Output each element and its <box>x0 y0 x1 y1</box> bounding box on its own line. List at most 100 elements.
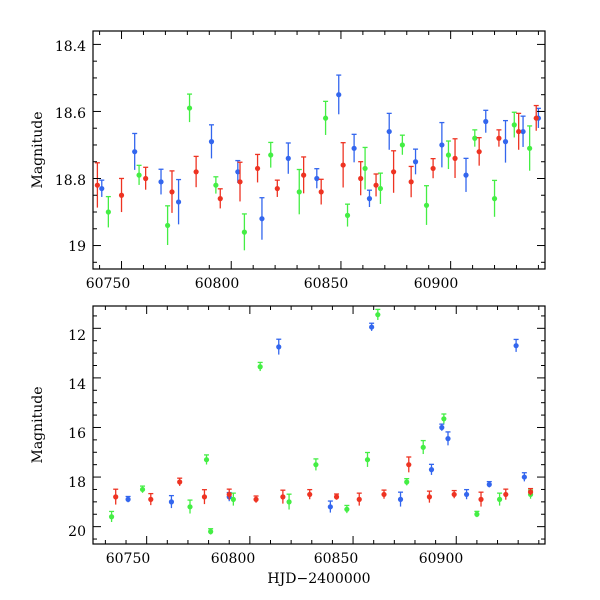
top-point-2-2 <box>143 175 149 182</box>
top-point-0-15 <box>463 172 469 178</box>
top-point-2-8 <box>274 185 280 192</box>
top-point-1-11 <box>377 185 384 192</box>
top-point-0-2 <box>158 179 164 185</box>
top-point-1-12 <box>399 142 405 148</box>
top-point-1-4 <box>213 182 219 188</box>
top-point-1-15 <box>472 135 478 141</box>
bottom-point-0-12 <box>513 343 519 349</box>
bottom-point-0-8 <box>439 424 445 431</box>
top-point-2-3 <box>169 189 175 195</box>
top-point-1-0 <box>105 209 111 215</box>
top-point-2-10 <box>318 189 324 195</box>
top-point-1-8 <box>322 115 329 121</box>
bottom-point-1-12 <box>404 479 410 485</box>
bottom-ytick-label-3: 18 <box>68 475 86 491</box>
top-panel: 60750 60800 60850 60900 18.4 18.6 18.8 1… <box>30 30 546 292</box>
bottom-ytick-label-0: 12 <box>68 328 86 344</box>
top-point-0-16 <box>483 118 489 125</box>
top-point-0-5 <box>235 169 241 175</box>
bottom-point-2-13 <box>451 491 457 498</box>
top-xtick-label-1: 60800 <box>195 276 240 292</box>
bottom-point-1-11 <box>375 312 381 318</box>
top-point-1-16 <box>491 196 498 202</box>
bottom-point-0-9 <box>445 436 451 442</box>
top-point-2-12 <box>358 175 364 182</box>
bottom-point-2-16 <box>527 489 534 495</box>
top-point-1-7 <box>296 189 302 195</box>
top-y-axis-label: Magnitude <box>30 111 46 188</box>
top-ticks <box>93 31 545 269</box>
top-point-2-0 <box>94 182 100 188</box>
top-point-2-21 <box>533 115 539 121</box>
bottom-point-0-5 <box>369 324 375 330</box>
bottom-point-2-6 <box>280 494 286 500</box>
bottom-point-2-4 <box>226 491 232 498</box>
top-point-2-17 <box>452 155 458 161</box>
bottom-xtick-label-3: 60900 <box>419 551 464 567</box>
bottom-panel: 60750 60800 60850 60900 12 14 16 18 20 M… <box>30 305 546 587</box>
bottom-point-2-10 <box>381 491 387 498</box>
top-xtick-label-0: 60750 <box>86 276 131 292</box>
top-xtick-label-2: 60850 <box>304 276 349 292</box>
top-point-0-13 <box>412 159 419 165</box>
top-point-0-10 <box>351 145 357 151</box>
bottom-point-1-9 <box>344 506 350 512</box>
bottom-ytick-label-2: 16 <box>68 426 86 442</box>
bottom-point-2-12 <box>426 494 433 500</box>
bottom-point-0-10 <box>463 491 470 498</box>
top-point-2-13 <box>373 182 379 188</box>
bottom-point-1-2 <box>187 504 193 510</box>
top-point-0-3 <box>175 199 182 205</box>
top-point-2-15 <box>408 179 414 185</box>
top-point-1-3 <box>186 105 193 111</box>
bottom-plot-frame <box>92 305 546 545</box>
top-point-2-9 <box>301 172 307 178</box>
bottom-point-1-14 <box>441 416 447 422</box>
top-point-0-11 <box>366 196 373 202</box>
bottom-y-axis-label: Magnitude <box>30 386 46 463</box>
bottom-point-2-3 <box>201 494 208 500</box>
bottom-point-0-4 <box>327 504 333 510</box>
top-ytick-label-0: 18.4 <box>55 39 86 55</box>
bottom-point-0-13 <box>521 474 527 480</box>
bottom-point-1-5 <box>230 496 236 502</box>
top-xtick-label-3: 60900 <box>414 276 459 292</box>
top-point-2-6 <box>237 179 243 185</box>
bottom-point-1-6 <box>257 364 263 370</box>
top-ytick-label-3: 19 <box>68 239 86 255</box>
top-point-0-9 <box>336 92 342 98</box>
bottom-point-2-7 <box>307 491 313 498</box>
top-point-1-10 <box>362 165 368 172</box>
bottom-point-1-15 <box>474 511 480 517</box>
bottom-point-1-13 <box>420 444 426 450</box>
top-point-0-17 <box>502 139 509 145</box>
bottom-x-axis-label: HJD−2400000 <box>267 571 370 587</box>
bottom-point-1-10 <box>364 457 371 463</box>
top-point-0-18 <box>520 128 526 135</box>
top-point-1-17 <box>511 122 517 128</box>
bottom-point-2-14 <box>478 496 484 502</box>
top-point-2-7 <box>254 165 261 172</box>
bottom-ytick-label-1: 14 <box>68 377 86 393</box>
bottom-point-1-1 <box>139 486 146 493</box>
bottom-point-2-5 <box>253 496 259 502</box>
bottom-point-0-0 <box>125 496 131 502</box>
bottom-ticks <box>93 306 545 544</box>
top-point-0-8 <box>314 175 320 182</box>
top-point-2-5 <box>217 196 223 202</box>
bottom-point-2-15 <box>503 491 509 498</box>
top-point-0-7 <box>285 155 291 161</box>
top-point-1-2 <box>165 222 171 229</box>
bottom-point-2-2 <box>177 479 183 485</box>
top-point-1-9 <box>344 212 351 218</box>
bottom-xtick-label-1: 60800 <box>211 551 256 567</box>
top-data-layer <box>94 74 542 251</box>
bottom-point-0-6 <box>397 496 404 502</box>
top-point-2-19 <box>496 135 502 141</box>
bottom-point-0-1 <box>168 499 175 505</box>
bottom-point-1-0 <box>108 514 115 520</box>
bottom-point-2-8 <box>333 494 340 500</box>
bottom-point-1-8 <box>313 462 319 468</box>
top-point-0-12 <box>386 128 392 135</box>
